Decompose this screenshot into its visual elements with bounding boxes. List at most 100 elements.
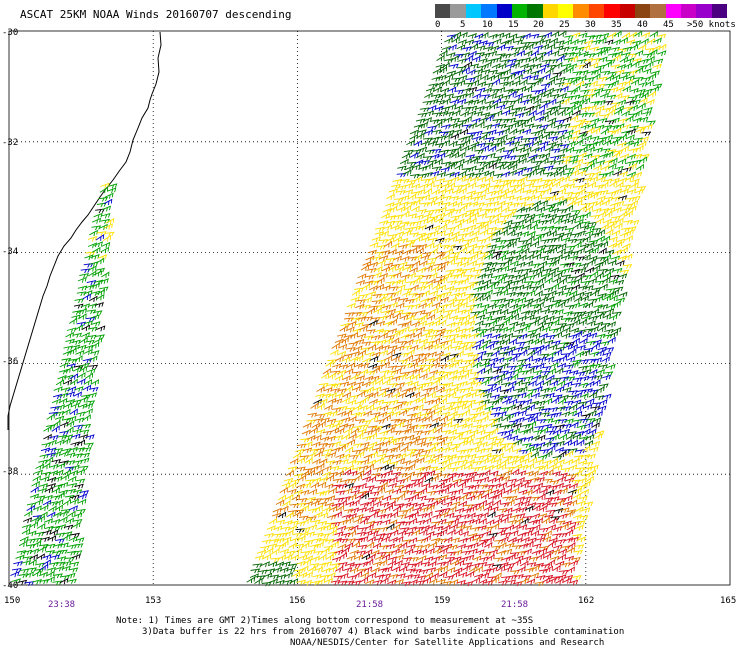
wind-barb	[32, 540, 42, 547]
wind-barb	[557, 188, 567, 195]
wind-barb	[438, 66, 447, 74]
wind-barb	[513, 97, 523, 104]
wind-barb	[598, 304, 609, 310]
colorbar-label: >50 knots	[687, 20, 736, 30]
wind-barb	[508, 338, 517, 345]
wind-barb	[464, 99, 474, 106]
wind-barb	[571, 302, 581, 309]
wind-barb	[70, 441, 80, 447]
wind-barb	[374, 399, 385, 405]
wind-barb	[580, 280, 591, 286]
wind-barb	[569, 560, 579, 567]
wind-barb	[26, 538, 37, 544]
wind-barb	[458, 459, 469, 465]
wind-barb	[435, 509, 445, 515]
wind-barb	[524, 183, 535, 189]
wind-barb	[326, 495, 336, 502]
wind-barb	[63, 524, 74, 530]
wind-barb	[544, 146, 554, 153]
wind-barb	[528, 519, 538, 526]
wind-barb	[612, 127, 622, 134]
wind-barb	[468, 314, 478, 321]
wind-barb	[511, 427, 520, 435]
wind-barb	[384, 392, 394, 399]
wind-barb	[417, 396, 426, 404]
wind-barb	[354, 355, 364, 362]
wind-barb	[480, 572, 490, 579]
wind-barb	[465, 283, 474, 290]
wind-barb	[328, 505, 338, 512]
wind-barb	[601, 235, 611, 243]
wind-barb	[377, 296, 386, 303]
wind-barb	[501, 128, 511, 135]
wind-barb	[91, 225, 102, 231]
wind-barb	[547, 367, 556, 375]
wind-barb	[385, 464, 395, 471]
wind-barb	[415, 502, 425, 509]
wind-barb	[376, 277, 385, 284]
wind-barb	[446, 529, 456, 536]
wind-barb	[446, 356, 456, 363]
wind-barb	[454, 488, 464, 495]
wind-barb	[538, 124, 549, 130]
wind-barb	[591, 110, 601, 117]
wind-barb	[512, 214, 523, 220]
wind-barb	[483, 526, 493, 532]
wind-barb	[569, 114, 579, 122]
wind-barb	[381, 361, 390, 368]
wind-barb	[549, 93, 560, 99]
wind-barb	[391, 337, 400, 344]
wind-barb	[480, 145, 490, 152]
wind-barb	[351, 371, 362, 376]
wind-barb	[509, 435, 519, 442]
wind-barb	[512, 254, 522, 261]
wind-barb	[300, 489, 310, 496]
wind-barb	[513, 39, 524, 45]
wind-barb	[413, 331, 422, 339]
wind-barb	[436, 212, 446, 219]
wind-barb	[581, 82, 592, 88]
wind-barb	[488, 69, 499, 75]
wind-barb	[33, 469, 43, 476]
wind-barb	[608, 236, 618, 243]
wind-barb	[372, 520, 383, 526]
wind-barb	[392, 430, 402, 436]
wind-barb	[521, 110, 531, 117]
wind-barb	[64, 557, 75, 562]
wind-barb	[512, 195, 523, 202]
wind-barb	[79, 396, 89, 403]
wind-barb	[443, 462, 452, 470]
wind-barb	[547, 256, 557, 263]
wind-barb	[264, 547, 274, 555]
wind-barb	[589, 464, 599, 471]
wind-barb	[304, 555, 314, 562]
wind-barb	[581, 349, 591, 356]
wind-barb	[575, 371, 586, 377]
wind-barb	[402, 249, 412, 256]
wind-barb	[302, 558, 312, 566]
wind-barb	[372, 386, 382, 393]
wind-barb	[471, 343, 481, 350]
wind-barb	[427, 561, 437, 568]
wind-barb	[513, 367, 523, 374]
wind-barb	[447, 490, 457, 496]
wind-barb	[406, 463, 416, 470]
wind-barb	[592, 67, 602, 75]
wind-barb	[602, 351, 612, 358]
wind-barb	[302, 422, 312, 429]
wind-barb	[368, 363, 378, 370]
wind-barb	[382, 207, 392, 214]
wind-barb	[322, 368, 331, 375]
wind-barb	[366, 291, 377, 297]
wind-barb	[448, 410, 458, 418]
wind-barb	[469, 236, 479, 243]
colorbar-label: 40	[637, 20, 648, 30]
wind-barb	[410, 173, 420, 179]
wind-barb	[87, 326, 98, 332]
wind-barb	[555, 169, 565, 177]
wind-barb	[85, 339, 95, 345]
wind-barb	[422, 155, 433, 161]
wind-barb	[491, 406, 502, 412]
wind-barb	[301, 429, 311, 436]
wind-barb	[611, 39, 621, 46]
